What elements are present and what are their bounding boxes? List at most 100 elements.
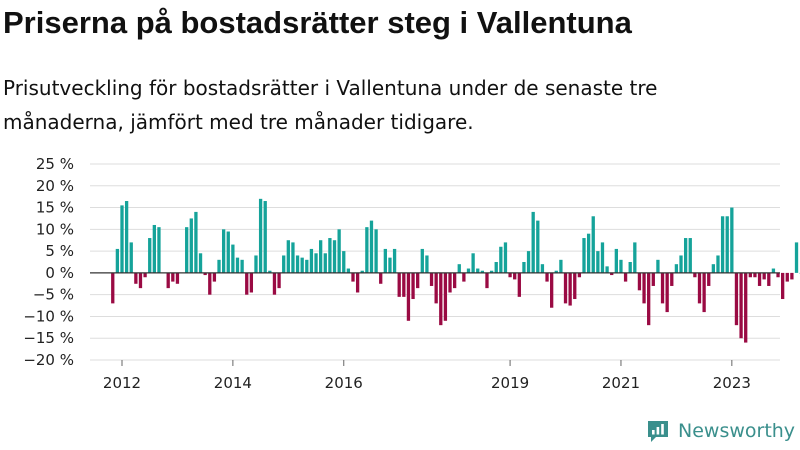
bar: [545, 272, 549, 282]
bar: [656, 259, 660, 273]
bar: [300, 257, 304, 273]
bar: [734, 272, 739, 326]
bar: [762, 272, 766, 280]
bar: [651, 272, 655, 286]
bar: [129, 242, 133, 273]
brand-name: Newsworthy: [678, 420, 796, 442]
bar: [434, 272, 438, 304]
bar: [305, 259, 309, 273]
y-tick-label: −20 %: [23, 351, 74, 369]
bar: [531, 211, 535, 273]
chart-subtitle: Prisutveckling för bostadsrätter i Valle…: [3, 76, 658, 134]
bar: [111, 272, 115, 304]
bar: [499, 246, 503, 273]
bar: [411, 272, 415, 300]
bar: [337, 229, 341, 273]
bar: [522, 262, 526, 273]
y-tick-label: 20 %: [36, 177, 74, 195]
bar: [582, 238, 586, 273]
bar: [254, 255, 258, 273]
bar: [189, 218, 193, 273]
brand-logo: Newsworthy: [645, 418, 795, 444]
bar: [212, 272, 217, 282]
bar-chart: −20 % −15 % −10 % −5 % 0 % 5 % 10 % 15 % 20 % 25 …: [23, 155, 800, 392]
bar: [323, 253, 327, 273]
y-tick-label: 10 %: [36, 220, 74, 238]
bar: [397, 272, 401, 297]
bar: [665, 272, 669, 313]
y-tick-label: −15 %: [23, 329, 74, 347]
y-tick-label: 25 %: [36, 155, 74, 173]
bar: [351, 272, 355, 282]
bar: [730, 207, 734, 273]
bar: [272, 272, 277, 295]
y-tick-label: −5 %: [33, 286, 74, 304]
bar: [610, 272, 614, 276]
bar: [725, 216, 729, 273]
bar: [268, 270, 272, 273]
bar: [466, 268, 471, 273]
bar: [425, 255, 429, 273]
bar: [175, 272, 180, 284]
y-tick-label: 0 %: [45, 264, 74, 282]
bar: [295, 255, 300, 273]
bar: [693, 272, 697, 278]
bar: [452, 272, 457, 289]
bar: [716, 255, 720, 273]
bar: [577, 272, 582, 278]
bar: [790, 272, 794, 280]
bar: [471, 253, 475, 273]
bar: [739, 272, 743, 339]
bar: [647, 272, 651, 326]
x-tick-label: 2012: [103, 374, 141, 392]
x-tick-label: 2019: [491, 374, 529, 392]
bar: [314, 253, 318, 273]
bar: [185, 227, 189, 273]
bar: [388, 257, 392, 273]
bar: [392, 248, 397, 273]
bar: [319, 240, 323, 273]
bar: [226, 231, 230, 273]
bar: [748, 272, 752, 278]
bar: [277, 272, 281, 289]
bar: [679, 255, 683, 273]
bar: [203, 272, 207, 276]
bar: [503, 242, 508, 273]
bar: [355, 272, 360, 293]
bar: [605, 266, 609, 273]
bar: [402, 272, 406, 297]
bar: [720, 216, 725, 273]
bar: [614, 248, 618, 273]
newsworthy-logo-icon: [648, 421, 668, 442]
bar: [767, 272, 771, 286]
bar: [217, 259, 221, 273]
bar: [536, 220, 540, 273]
bar: [448, 272, 452, 293]
bar: [628, 262, 632, 273]
bar: [707, 272, 711, 286]
bar: [674, 264, 679, 273]
bar: [688, 238, 692, 273]
bar: [744, 272, 748, 343]
bar: [683, 238, 688, 273]
bar: [619, 259, 623, 273]
y-tick-label: −10 %: [23, 307, 74, 325]
bar: [286, 240, 290, 273]
bar: [591, 216, 595, 273]
bar: [623, 272, 628, 282]
bar: [365, 227, 369, 273]
bar: [383, 248, 387, 273]
bar: [346, 268, 351, 273]
bar: [157, 227, 161, 273]
bar: [485, 272, 489, 289]
bar: [309, 248, 314, 273]
bar: [134, 272, 138, 284]
y-tick-label: 5 %: [45, 242, 74, 260]
bar: [166, 272, 170, 289]
bar: [420, 248, 424, 273]
x-tick-label: 2014: [214, 374, 252, 392]
bar: [360, 270, 364, 273]
bar: [342, 251, 346, 273]
x-tick-label: 2023: [713, 374, 751, 392]
bar: [457, 264, 461, 273]
